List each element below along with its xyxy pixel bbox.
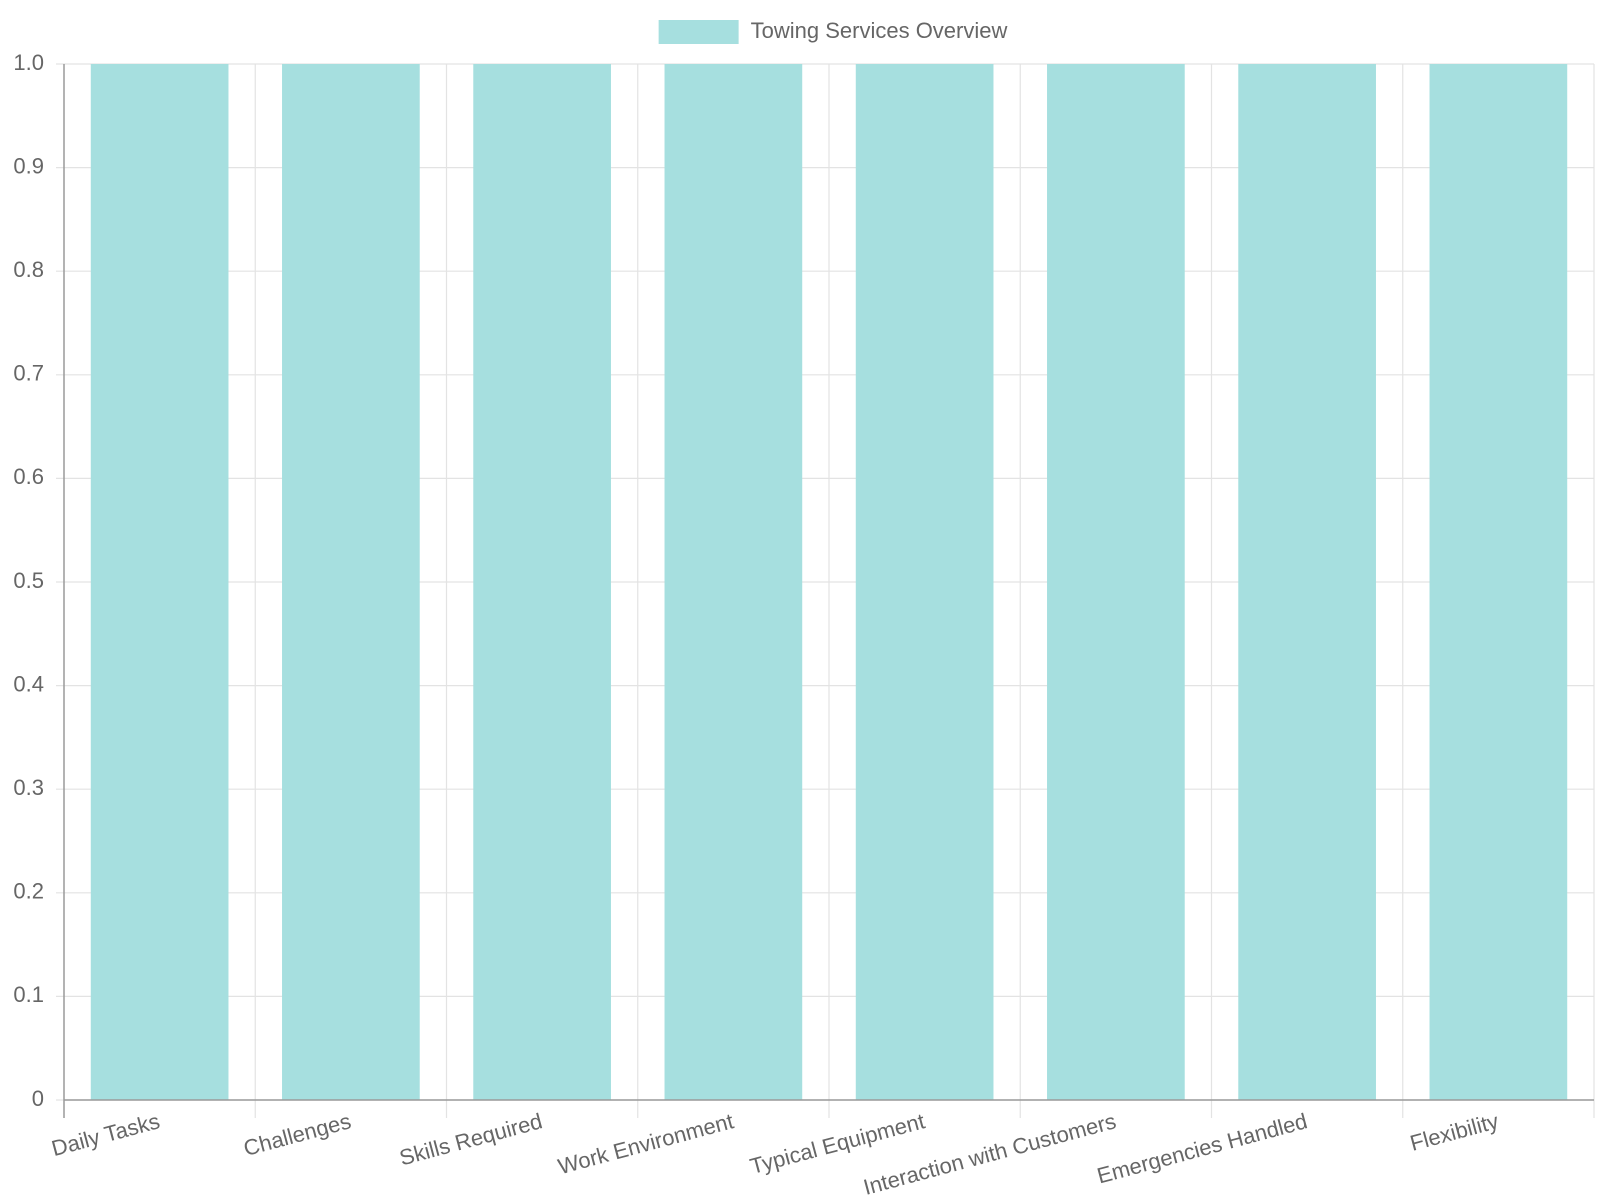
bar	[473, 64, 611, 1100]
legend-swatch	[658, 20, 739, 44]
x-tick-label: Work Environment	[555, 1108, 736, 1179]
y-tick-label: 0.7	[13, 361, 44, 386]
bar	[1429, 64, 1568, 1100]
y-tick-label: 0	[32, 1086, 44, 1111]
bar	[855, 64, 994, 1100]
y-tick-label: 1.0	[13, 50, 44, 75]
y-tick-label: 0.8	[13, 257, 44, 282]
x-tick-label: Challenges	[241, 1108, 354, 1161]
bar	[90, 64, 229, 1100]
x-tick-label: Skills Required	[397, 1108, 545, 1170]
x-tick-label: Flexibility	[1407, 1108, 1501, 1156]
bar	[282, 64, 420, 1100]
y-tick-label: 0.9	[13, 153, 44, 178]
x-tick-label: Daily Tasks	[49, 1108, 163, 1161]
y-tick-label: 0.1	[13, 982, 44, 1007]
x-tick-label: Emergencies Handled	[1094, 1108, 1310, 1188]
y-tick-label: 0.5	[13, 568, 44, 593]
y-tick-label: 0.2	[13, 879, 44, 904]
bar	[1047, 64, 1185, 1100]
y-tick-label: 0.6	[13, 464, 44, 489]
y-tick-label: 0.4	[13, 671, 44, 696]
legend-label: Towing Services Overview	[751, 18, 1008, 43]
y-tick-label: 0.3	[13, 775, 44, 800]
bar	[1238, 64, 1376, 1100]
bar	[664, 64, 803, 1100]
